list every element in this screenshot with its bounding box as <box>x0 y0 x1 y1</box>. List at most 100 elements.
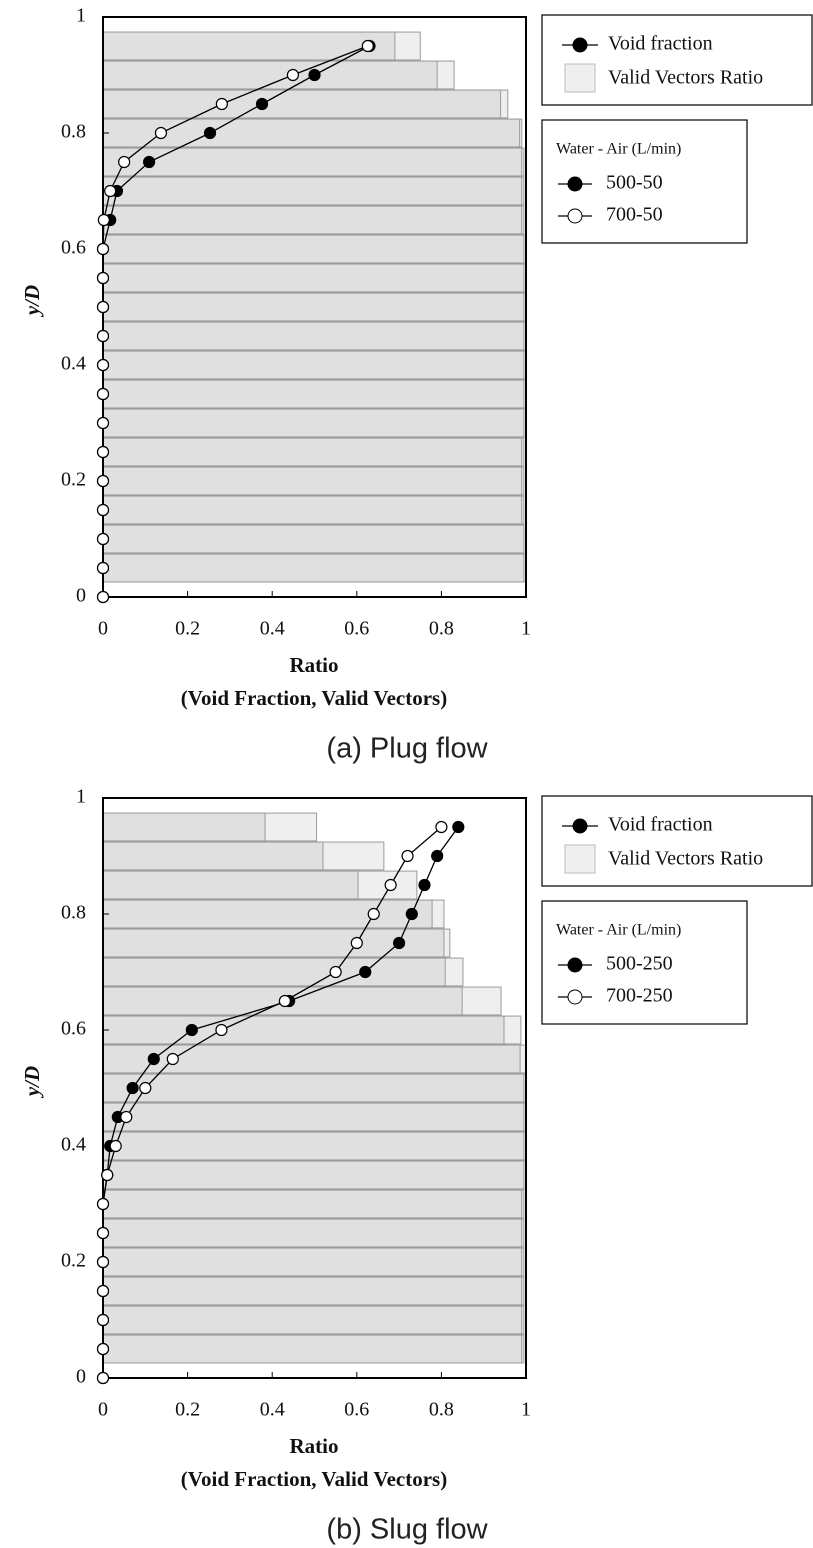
y-tick-label: 0.4 <box>61 353 86 375</box>
bar <box>102 1073 525 1103</box>
void-marker <box>96 387 110 401</box>
bar <box>102 292 525 322</box>
void-marker <box>143 155 156 169</box>
x-tick-label: 0 <box>98 618 108 640</box>
bar <box>102 986 463 1016</box>
void-marker <box>96 1342 110 1356</box>
void-marker <box>308 68 321 82</box>
bar <box>102 1305 523 1335</box>
legend-marker <box>567 957 583 973</box>
legend-label: 500-50 <box>606 172 663 194</box>
bar <box>102 234 525 264</box>
bar <box>102 1247 523 1277</box>
void-marker <box>96 242 110 256</box>
y-tick-label: 0.2 <box>61 1250 86 1272</box>
void-marker <box>96 1284 110 1298</box>
bar <box>102 899 433 929</box>
bar <box>102 263 525 293</box>
legend-title: Water - Air (L/min) <box>556 141 681 158</box>
void-marker <box>185 1023 198 1037</box>
void-marker <box>101 1168 114 1182</box>
bar <box>102 89 502 119</box>
bar <box>102 870 359 900</box>
void-marker <box>96 1197 110 1211</box>
x-tick-label: 0.4 <box>260 1399 285 1421</box>
void-marker <box>96 300 110 314</box>
x-tick-label: 1 <box>521 618 531 640</box>
y-axis-label: y/D <box>20 285 44 318</box>
void-marker <box>405 907 418 921</box>
x-axis-label: (Void Fraction, Valid Vectors) <box>181 1467 447 1491</box>
bar <box>102 1160 525 1190</box>
bar <box>102 1189 523 1219</box>
y-tick-label: 0.8 <box>61 121 86 143</box>
bar <box>102 1218 523 1248</box>
bar <box>102 524 525 554</box>
legend-marker <box>567 989 583 1005</box>
bar <box>102 1276 523 1306</box>
bar <box>102 928 445 958</box>
x-tick-label: 0 <box>98 1399 108 1421</box>
bar <box>102 176 523 206</box>
caption: (b) Slug flow <box>326 1514 488 1546</box>
void-marker <box>278 994 291 1008</box>
void-marker <box>96 561 110 575</box>
chart: 0 0.2 0.4 0.6 0.8 1 0 0.2 0.4 0.6 0.8 1 Ratio (Void F… <box>20 5 813 765</box>
bar <box>102 553 525 583</box>
legend-marker <box>567 208 583 224</box>
void-marker <box>215 97 228 111</box>
void-marker <box>329 965 342 979</box>
void-marker <box>96 1313 110 1327</box>
void-marker <box>96 474 110 488</box>
legend-marker <box>572 818 588 834</box>
legend-label: 700-50 <box>606 204 663 226</box>
bar <box>102 379 525 409</box>
bar <box>102 1131 525 1161</box>
void-marker <box>96 416 110 430</box>
void-marker <box>435 820 448 834</box>
void-marker <box>452 820 465 834</box>
void-marker <box>96 358 110 372</box>
void-marker <box>286 68 300 82</box>
void-marker <box>401 849 414 863</box>
x-tick-label: 0.6 <box>344 618 369 640</box>
y-tick-label: 0 <box>76 585 86 607</box>
bar <box>102 408 525 438</box>
void-marker <box>418 878 431 892</box>
void-marker <box>96 532 110 546</box>
void-marker <box>393 936 406 950</box>
void-marker <box>104 184 117 198</box>
void-marker <box>367 907 380 921</box>
void-marker <box>118 155 131 169</box>
y-tick-label: 1 <box>76 5 86 27</box>
bar <box>102 350 525 380</box>
bar <box>102 841 324 871</box>
bar <box>102 147 523 177</box>
x-tick-label: 0.4 <box>260 618 285 640</box>
bar <box>102 1334 523 1364</box>
x-tick-label: 0.2 <box>175 1399 200 1421</box>
void-marker <box>96 329 110 343</box>
caption: (a) Plug flow <box>326 733 488 765</box>
legend-label: Void fraction <box>608 33 713 55</box>
y-tick-label: 0.6 <box>61 1018 86 1040</box>
void-marker <box>120 1110 133 1124</box>
void-marker <box>384 878 397 892</box>
void-marker <box>96 271 110 285</box>
y-axis-label: y/D <box>20 1066 44 1099</box>
void-marker <box>154 126 168 140</box>
y-tick-label: 0.4 <box>61 1134 86 1156</box>
void-marker <box>96 1371 110 1385</box>
legend-label: Void fraction <box>608 814 713 836</box>
void-marker <box>359 965 372 979</box>
legend-label: Valid Vectors Ratio <box>608 848 763 870</box>
void-marker <box>126 1081 139 1095</box>
plot-frame <box>102 797 527 1379</box>
void-marker <box>147 1052 160 1066</box>
legend-swatch <box>564 63 596 93</box>
y-tick-label: 0.2 <box>61 469 86 491</box>
bar <box>102 1015 505 1045</box>
void-marker <box>350 936 363 950</box>
x-tick-label: 0.8 <box>429 618 454 640</box>
